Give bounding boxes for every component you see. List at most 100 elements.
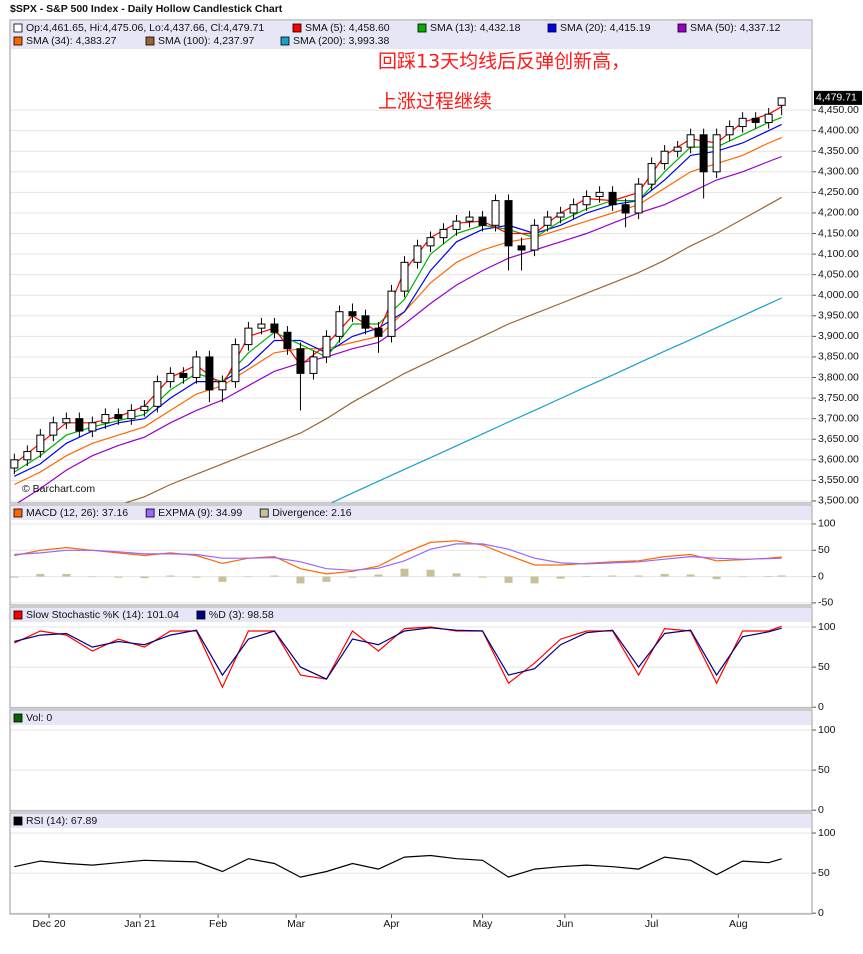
candle-body	[348, 311, 357, 317]
x-tick-label: Apr	[383, 918, 400, 930]
candle-body	[582, 195, 591, 206]
candle-body	[101, 414, 110, 424]
candle-body	[75, 418, 84, 432]
candle-body	[400, 261, 409, 292]
candle-body	[387, 290, 396, 337]
chart-title: $SPX - S&P 500 Index - Daily Hollow Cand…	[10, 3, 283, 15]
y-tick-label: 100	[818, 827, 836, 839]
sma-line	[14, 123, 782, 477]
y-tick-label: 0	[818, 907, 824, 919]
candle-body	[556, 212, 565, 218]
y-tick-label: 4,100.00	[818, 248, 859, 260]
plot-area	[10, 97, 786, 503]
legend-band	[11, 814, 811, 828]
bar	[36, 573, 45, 577]
indicator-line	[14, 627, 782, 680]
y-tick-label: 4,350.00	[818, 145, 859, 157]
annotation: 回踩13天均线后反弹创新高，	[378, 51, 630, 73]
y-tick-label: 4,050.00	[818, 268, 859, 280]
candle-body	[361, 315, 370, 329]
bar	[270, 575, 279, 577]
candle-body	[413, 245, 422, 263]
legend-swatch	[547, 23, 557, 33]
candle-body	[62, 418, 71, 424]
legend-label: %D (3): 98.58	[209, 609, 274, 621]
bar	[504, 576, 513, 583]
bar	[426, 569, 435, 577]
x-tick-label: Jun	[556, 918, 573, 930]
bar	[400, 568, 409, 577]
candle-body	[153, 381, 162, 407]
bar	[582, 576, 591, 577]
legend-label: RSI (14): 67.89	[26, 815, 97, 827]
x-tick-label: Aug	[729, 918, 748, 930]
legend-label: SMA (34): 4,383.27	[26, 35, 117, 47]
candle-body	[777, 97, 786, 106]
legend-swatch	[13, 508, 23, 518]
plot-area	[14, 625, 782, 689]
indicator-line	[14, 540, 782, 575]
x-tick-label: Dec 20	[32, 918, 65, 930]
candle-body	[439, 228, 448, 239]
bar	[660, 573, 669, 577]
candle-body	[491, 200, 500, 226]
legend-label: SMA (5): 4,458.60	[305, 22, 390, 34]
legend-label: SMA (100): 4,237.97	[158, 35, 254, 47]
y-tick-label: 4,300.00	[818, 166, 859, 178]
bar	[478, 576, 487, 578]
legend-label: Vol: 0	[26, 712, 52, 724]
y-tick-label: 0	[818, 570, 824, 582]
candle-body	[179, 372, 188, 379]
legend-swatch	[13, 610, 23, 620]
plot-area	[14, 854, 782, 878]
candle-body	[530, 224, 539, 251]
candle-body	[49, 422, 58, 436]
candle-body	[244, 327, 253, 346]
y-tick-label: 0	[818, 804, 824, 816]
y-tick-label: 4,000.00	[818, 289, 859, 301]
legend-swatch	[145, 36, 155, 46]
candle-body	[322, 335, 331, 358]
y-tick-label: 3,600.00	[818, 454, 859, 466]
legend-swatch	[13, 36, 23, 46]
candle-body	[504, 200, 513, 247]
candle-body	[634, 183, 643, 214]
candle-body	[192, 356, 201, 379]
candle-body	[699, 134, 708, 173]
bar	[296, 576, 305, 584]
candle-body	[660, 150, 669, 165]
annotation: 上涨过程继续	[378, 91, 492, 113]
y-tick-label: 3,550.00	[818, 474, 859, 486]
y-tick-label: 100	[818, 724, 836, 736]
candle-body	[166, 372, 175, 383]
y-tick-label: 3,750.00	[818, 392, 859, 404]
panel-background	[10, 607, 812, 708]
legend-label: Op:4,461.65, Hi:4,475.06, Lo:4,437.66, C…	[26, 22, 264, 34]
candle-body	[712, 134, 721, 173]
bar	[452, 573, 461, 577]
legend-band	[11, 506, 811, 520]
x-tick-label: Jul	[645, 918, 658, 930]
y-tick-label: 3,850.00	[818, 351, 859, 363]
legend-band	[11, 711, 811, 725]
candle-body	[751, 117, 760, 123]
candle-body	[621, 204, 630, 214]
candle-body	[10, 459, 19, 469]
indicator-line	[14, 543, 782, 571]
bar	[530, 576, 539, 584]
candle-body	[465, 216, 474, 222]
y-tick-label: 4,200.00	[818, 207, 859, 219]
panel-background	[10, 710, 812, 811]
y-tick-label: 50	[818, 867, 830, 879]
candle-body	[595, 191, 604, 197]
bar	[10, 576, 19, 578]
bar	[218, 576, 227, 582]
candle-body	[374, 327, 383, 337]
legend-swatch	[13, 816, 23, 826]
legend-band	[11, 608, 811, 622]
x-tick-label: May	[473, 918, 494, 930]
last-price-label: 4,479.71	[816, 92, 857, 104]
x-tick-label: Mar	[287, 918, 306, 930]
bar	[166, 575, 175, 577]
sma-line	[16, 155, 782, 503]
